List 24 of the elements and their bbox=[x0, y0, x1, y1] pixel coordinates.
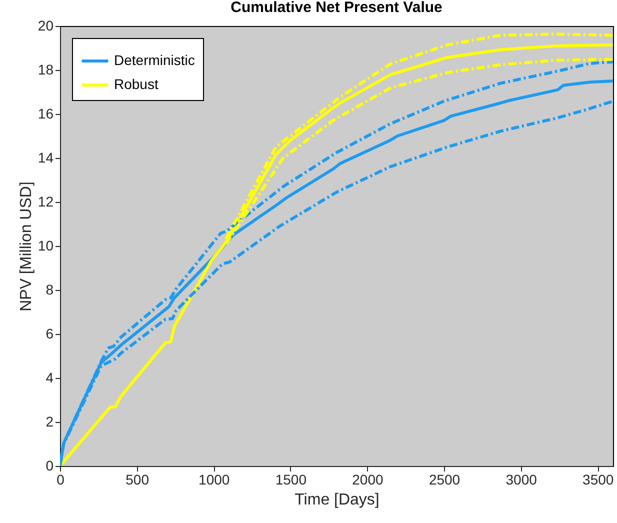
x-tick-label: 2500 bbox=[428, 472, 460, 488]
y-tick-label: 6 bbox=[46, 326, 54, 342]
x-axis-title: Time [Days] bbox=[294, 492, 380, 508]
y-tick-label: 16 bbox=[38, 106, 54, 122]
x-tick-label: 3000 bbox=[506, 472, 538, 488]
y-tick-label: 0 bbox=[46, 458, 54, 474]
legend-label: Robust bbox=[114, 76, 158, 92]
legend-label: Deterministic bbox=[114, 52, 195, 68]
x-tick-label: 0 bbox=[56, 472, 65, 488]
y-tick-label: 10 bbox=[38, 238, 54, 254]
x-tick-label: 1500 bbox=[275, 472, 307, 488]
x-tick-label: 500 bbox=[126, 472, 150, 488]
x-tick-label: 1000 bbox=[198, 472, 230, 488]
x-tick-label: 2000 bbox=[352, 472, 384, 488]
y-tick-label: 12 bbox=[38, 194, 54, 210]
y-tick-label: 8 bbox=[46, 282, 54, 298]
y-tick-label: 4 bbox=[46, 370, 54, 386]
x-tick-label: 3500 bbox=[582, 472, 614, 488]
chart-title: Cumulative Net Present Value bbox=[230, 0, 442, 16]
y-tick-label: 18 bbox=[38, 62, 54, 78]
y-axis-title: NPV [Million USD] bbox=[18, 182, 35, 312]
y-tick-label: 20 bbox=[38, 18, 54, 34]
y-tick-label: 2 bbox=[46, 414, 54, 430]
y-tick-label: 14 bbox=[38, 150, 54, 166]
